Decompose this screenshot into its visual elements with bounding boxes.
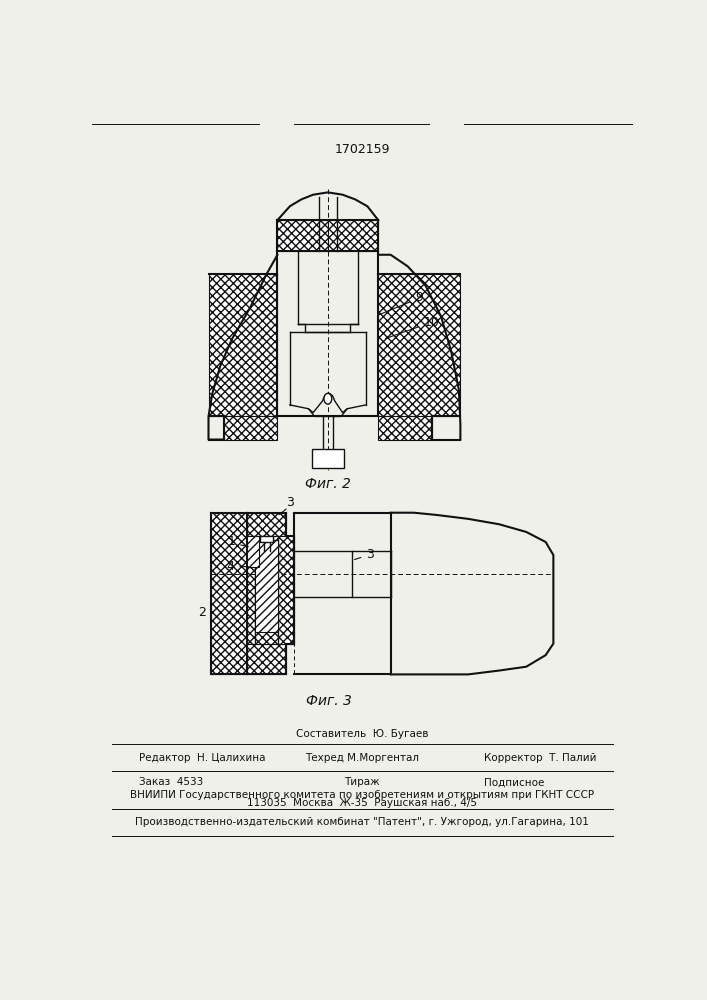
Bar [277, 220, 328, 251]
Bar [209, 274, 277, 416]
Text: 9: 9 [416, 291, 423, 304]
Bar [312, 449, 344, 468]
Bar [247, 536, 293, 644]
Ellipse shape [324, 393, 332, 404]
Text: 1702159: 1702159 [334, 143, 390, 156]
Text: 2: 2 [199, 606, 206, 619]
Bar [247, 513, 286, 536]
Bar [247, 536, 259, 567]
Bar [211, 513, 247, 674]
Text: Тираж: Тираж [344, 777, 380, 787]
Text: Редактор  Н. Цалихина: Редактор Н. Цалихина [139, 753, 265, 763]
Bar [378, 274, 460, 416]
Bar [247, 644, 286, 674]
Text: Техред М.Моргентал: Техред М.Моргентал [305, 753, 419, 763]
Text: Корректор  Т. Палий: Корректор Т. Палий [484, 753, 596, 763]
Text: 113035  Москва  Ж-35  Раушская наб., 4/5: 113035 Москва Ж-35 Раушская наб., 4/5 [247, 798, 477, 808]
Text: Фиг. 2: Фиг. 2 [305, 477, 351, 491]
Text: Составитель  Ю. Бугаев: Составитель Ю. Бугаев [296, 729, 428, 739]
Bar [224, 416, 277, 440]
Bar [328, 220, 378, 251]
Bar [260, 536, 273, 542]
Bar [378, 416, 432, 440]
Text: Подписное: Подписное [484, 777, 544, 787]
Text: Производственно-издательский комбинат "Патент", г. Ужгород, ул.Гагарина, 101: Производственно-издательский комбинат "П… [135, 817, 589, 827]
Bar [255, 540, 279, 632]
Text: 3: 3 [286, 496, 294, 509]
Text: 4: 4 [226, 560, 234, 573]
Text: ВНИИПИ Государственного комитета по изобретениям и открытиям при ГКНТ СССР: ВНИИПИ Государственного комитета по изоб… [130, 790, 594, 800]
Text: 1: 1 [228, 535, 235, 548]
Text: Фиг. 3: Фиг. 3 [305, 694, 351, 708]
Text: 3: 3 [366, 548, 374, 561]
Text: 10: 10 [423, 316, 439, 329]
Text: Заказ  4533: Заказ 4533 [139, 777, 203, 787]
